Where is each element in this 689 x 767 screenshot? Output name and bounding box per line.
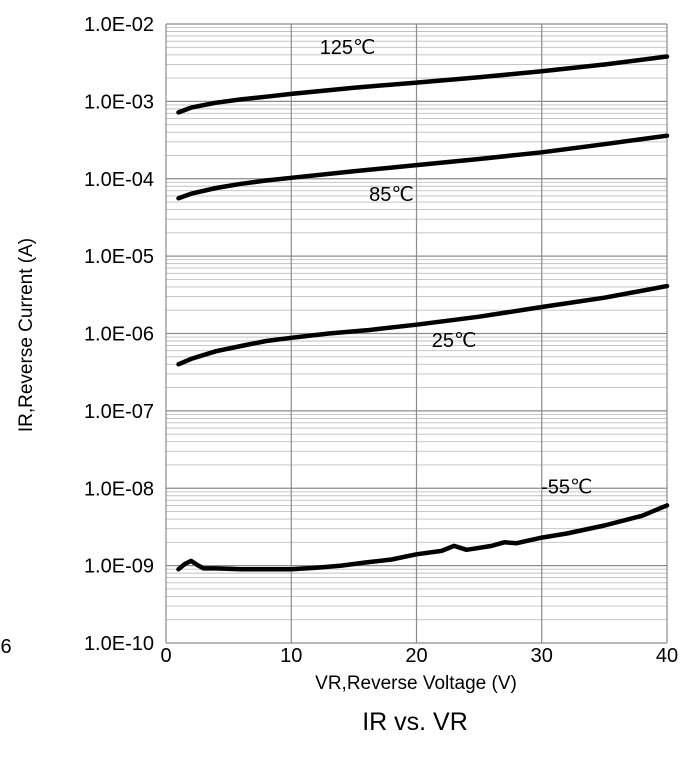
series-label-85: 85℃ — [369, 184, 414, 206]
series-labels: 125℃ 85℃ 25℃ -55℃ — [320, 37, 593, 499]
y-tick-label: 1.0E-02 — [84, 14, 154, 36]
series-line-25 — [176, 283, 670, 367]
x-tick-label: 20 — [405, 645, 427, 667]
x-axis-ticks: 0 10 20 30 40 — [160, 645, 678, 667]
y-axis-title: IR,Reverse Current (A) — [16, 238, 37, 432]
x-tick-label: 10 — [280, 645, 302, 667]
stray-text: 6 — [0, 636, 11, 658]
y-tick-label: 1.0E-08 — [84, 478, 154, 500]
y-tick-label: 1.0E-06 — [84, 324, 154, 346]
y-tick-label: 1.0E-09 — [84, 556, 154, 578]
x-tick-label: 30 — [531, 645, 553, 667]
y-axis-ticks: 1.0E-10 1.0E-09 1.0E-08 1.0E-07 1.0E-06 1.0E-… — [84, 14, 154, 655]
series-label-minus55: -55℃ — [541, 477, 592, 499]
y-tick-label: 1.0E-10 — [84, 633, 154, 655]
y-tick-label: 1.0E-07 — [84, 401, 154, 423]
y-tick-label: 1.0E-04 — [84, 169, 154, 191]
series-group — [176, 54, 670, 572]
y-tick-label: 1.0E-03 — [84, 91, 154, 113]
series-line-125 — [176, 54, 670, 115]
x-axis-title: VR,Reverse Voltage (V) — [315, 673, 517, 694]
series-line-85 — [176, 133, 670, 201]
chart-caption: IR vs. VR — [362, 708, 468, 736]
series-line-minus55 — [176, 503, 670, 572]
x-tick-label: 0 — [160, 645, 171, 667]
series-label-25: 25℃ — [432, 330, 477, 352]
y-tick-label: 1.0E-05 — [84, 246, 154, 268]
series-label-125: 125℃ — [320, 37, 376, 59]
grid — [165, 23, 668, 644]
x-tick-label: 40 — [656, 645, 678, 667]
